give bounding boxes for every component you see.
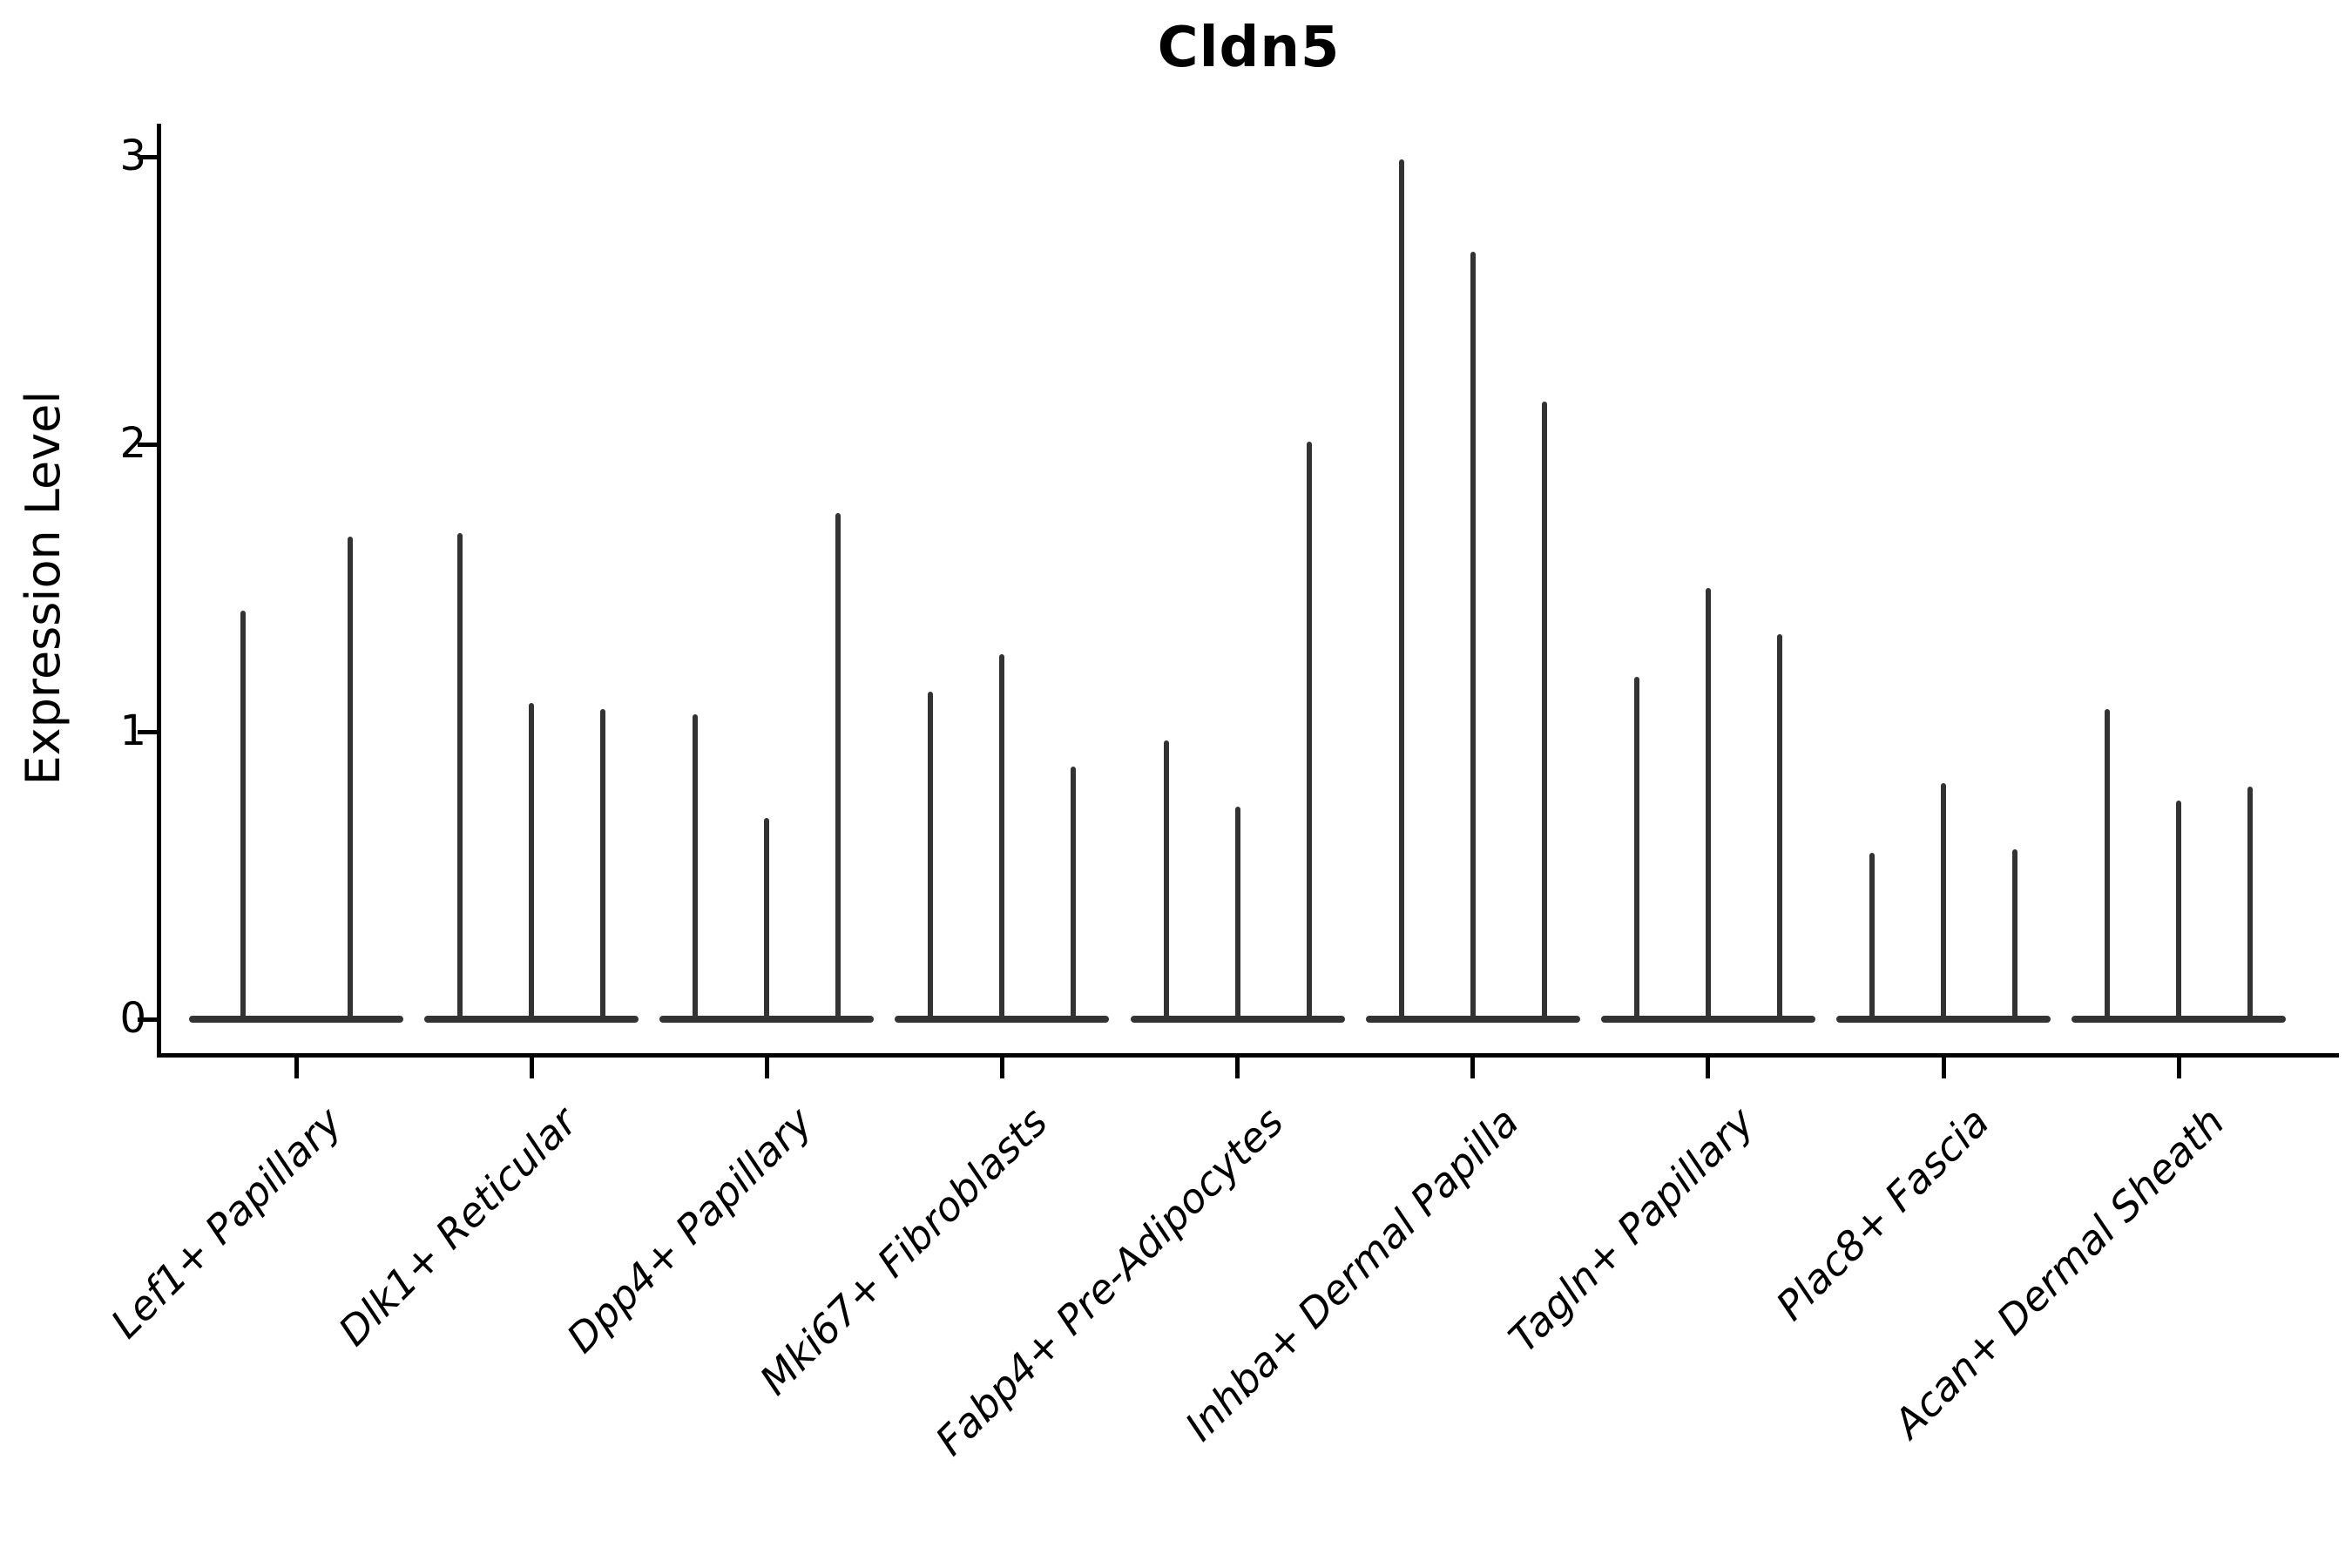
violin-spike — [835, 513, 841, 1019]
y-tick-mark — [138, 729, 159, 734]
violin-baseline — [895, 1016, 1110, 1023]
violin-spike — [2012, 849, 2018, 1019]
x-tick-mark — [1470, 1056, 1476, 1078]
y-axis-line — [157, 124, 161, 1058]
violin-spike — [1071, 766, 1077, 1019]
x-tick-label: Plac8+ Fascia — [1767, 1098, 1998, 1329]
violin-spike — [600, 708, 606, 1019]
y-tick-label: 0 — [119, 994, 146, 1043]
violin-spike — [1705, 588, 1711, 1019]
violin-baseline — [1600, 1016, 1815, 1023]
x-tick-mark — [999, 1056, 1004, 1078]
violin-spike — [1633, 677, 1639, 1019]
violin-spike — [1398, 159, 1404, 1019]
violin-spike — [764, 818, 770, 1019]
violin-baseline — [2072, 1016, 2287, 1023]
chart-title: Cldn5 — [1157, 16, 1341, 80]
y-tick-mark — [138, 1017, 159, 1022]
x-tick-mark — [1235, 1056, 1240, 1078]
violin-spike — [1234, 806, 1240, 1019]
x-tick-mark — [1941, 1056, 1946, 1078]
x-tick-label: Lef1+ Papillary — [101, 1098, 351, 1348]
violin-spike — [1941, 783, 1947, 1019]
y-tick-mark — [138, 154, 159, 159]
x-axis-line — [157, 1053, 2339, 1058]
violin-baseline — [1130, 1016, 1345, 1023]
x-tick-label: Dlk1+ Reticular — [329, 1098, 586, 1355]
violin-baseline — [189, 1016, 403, 1023]
violin-spike — [1470, 251, 1476, 1019]
violin-spike — [928, 691, 934, 1019]
x-tick-mark — [294, 1056, 299, 1078]
x-tick-mark — [529, 1056, 534, 1078]
y-tick-label: 2 — [119, 419, 146, 468]
violin-spike — [2247, 786, 2254, 1019]
violin-spike — [2176, 801, 2182, 1019]
violin-spike — [999, 653, 1005, 1019]
violin-baseline — [424, 1016, 639, 1023]
violin-spike — [457, 533, 463, 1019]
violin-spike — [1163, 740, 1169, 1019]
violin-spike — [347, 536, 353, 1019]
violin-spike — [240, 611, 246, 1019]
violin-spike — [693, 714, 699, 1019]
x-tick-mark — [2176, 1056, 2181, 1078]
violin-spike — [529, 703, 535, 1019]
violin-spike — [1541, 401, 1547, 1019]
violin-baseline — [659, 1016, 875, 1023]
violin-baseline — [1836, 1016, 2051, 1023]
x-tick-label: Tagln+ Papillary — [1499, 1098, 1763, 1362]
violin-spike — [1776, 633, 1782, 1019]
violin-spike — [2105, 708, 2111, 1019]
violin-spike — [1306, 441, 1312, 1019]
y-tick-mark — [138, 442, 159, 447]
violin-baseline — [1365, 1016, 1580, 1023]
x-tick-label: Dpp4+ Papillary — [558, 1098, 822, 1362]
y-tick-label: 1 — [119, 706, 146, 755]
violin-spike — [1869, 852, 1876, 1019]
x-tick-mark — [764, 1056, 769, 1078]
x-tick-mark — [1706, 1056, 1711, 1078]
y-tick-label: 3 — [119, 132, 146, 180]
